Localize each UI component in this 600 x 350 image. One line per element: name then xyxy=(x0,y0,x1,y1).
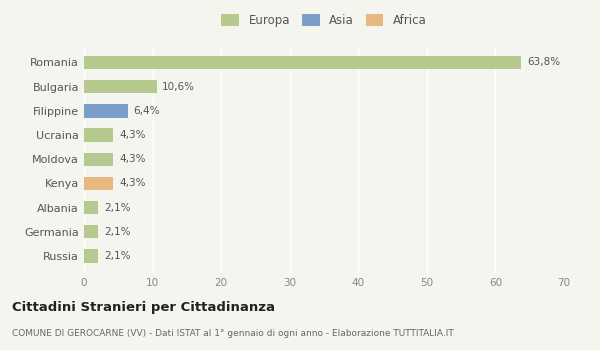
Text: 10,6%: 10,6% xyxy=(162,82,195,92)
Bar xyxy=(84,201,98,214)
Legend: Europa, Asia, Africa: Europa, Asia, Africa xyxy=(218,10,430,30)
Text: 6,4%: 6,4% xyxy=(133,106,160,116)
Text: 4,3%: 4,3% xyxy=(119,154,145,164)
Bar xyxy=(84,128,113,142)
Bar xyxy=(84,56,521,69)
Text: 63,8%: 63,8% xyxy=(527,57,560,68)
Text: 2,1%: 2,1% xyxy=(104,251,130,261)
Bar xyxy=(84,249,98,262)
Text: 2,1%: 2,1% xyxy=(104,203,130,213)
Bar xyxy=(84,177,113,190)
Bar xyxy=(84,80,157,93)
Text: 4,3%: 4,3% xyxy=(119,130,145,140)
Text: Cittadini Stranieri per Cittadinanza: Cittadini Stranieri per Cittadinanza xyxy=(12,301,275,314)
Text: 2,1%: 2,1% xyxy=(104,227,130,237)
Bar xyxy=(84,104,128,118)
Bar xyxy=(84,153,113,166)
Text: COMUNE DI GEROCARNE (VV) - Dati ISTAT al 1° gennaio di ogni anno - Elaborazione : COMUNE DI GEROCARNE (VV) - Dati ISTAT al… xyxy=(12,329,454,338)
Text: 4,3%: 4,3% xyxy=(119,178,145,188)
Bar xyxy=(84,225,98,238)
